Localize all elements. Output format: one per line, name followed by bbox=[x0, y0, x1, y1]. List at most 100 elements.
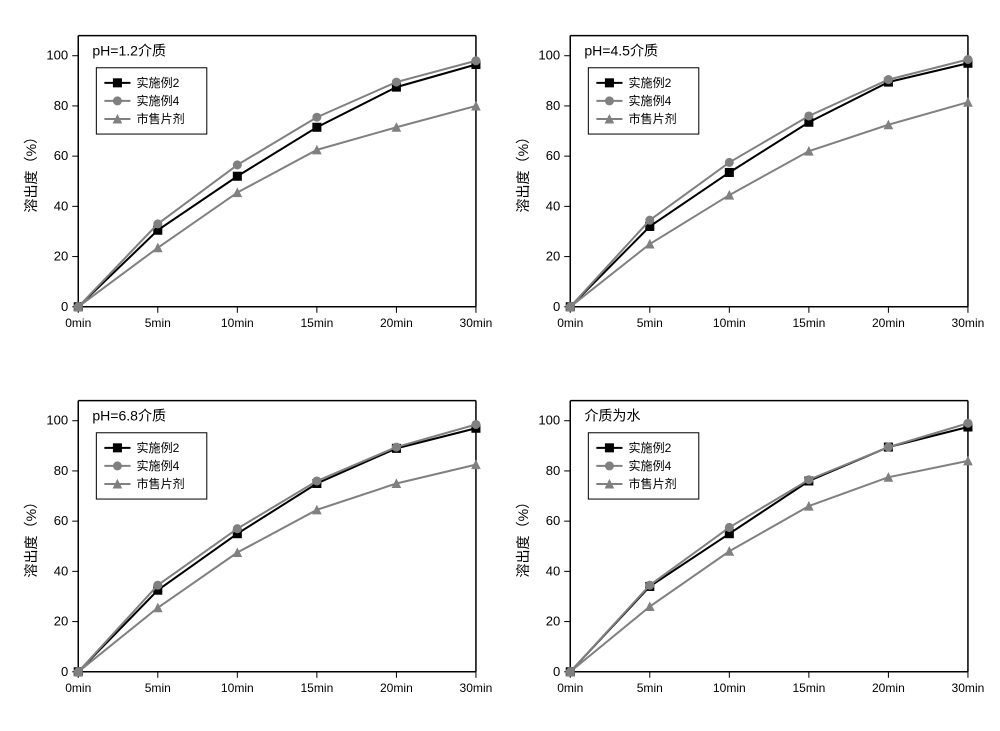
panel-title: 介质为水 bbox=[584, 407, 640, 423]
x-tick-label: 30min bbox=[952, 680, 985, 694]
x-tick-label: 10min bbox=[221, 680, 254, 694]
y-tick-label: 100 bbox=[538, 48, 560, 63]
x-tick-label: 20min bbox=[380, 316, 413, 330]
y-tick-label: 60 bbox=[54, 148, 69, 163]
legend-marker-s4 bbox=[605, 97, 613, 105]
y-tick-label: 80 bbox=[54, 98, 69, 113]
y-tick-label: 60 bbox=[546, 148, 561, 163]
series-marker-mk bbox=[725, 191, 733, 199]
legend-label: 实施例4 bbox=[629, 457, 672, 472]
series-marker-mk bbox=[233, 189, 241, 197]
legend-marker-s2 bbox=[113, 443, 121, 451]
series-marker-s2 bbox=[233, 172, 241, 180]
series-marker-s4 bbox=[884, 443, 892, 451]
x-tick-label: 30min bbox=[460, 680, 493, 694]
series-marker-s4 bbox=[725, 158, 733, 166]
legend-marker-s2 bbox=[113, 79, 121, 87]
x-tick-label: 10min bbox=[713, 680, 746, 694]
y-tick-label: 20 bbox=[546, 249, 561, 264]
legend-label: 实施例4 bbox=[629, 93, 672, 108]
series-marker-s4 bbox=[154, 220, 162, 228]
legend-label: 实施例4 bbox=[137, 457, 180, 472]
series-marker-s4 bbox=[472, 420, 480, 428]
y-tick-label: 20 bbox=[546, 613, 561, 628]
x-tick-label: 10min bbox=[713, 316, 746, 330]
series-marker-mk bbox=[233, 548, 241, 556]
y-tick-label: 0 bbox=[553, 663, 560, 678]
x-tick-label: 20min bbox=[872, 316, 905, 330]
panel-title: pH=4.5介质 bbox=[584, 43, 658, 59]
panel-ph68: 0204060801000min5min10min15min20min30min… bbox=[18, 377, 490, 714]
y-tick-label: 40 bbox=[54, 198, 69, 213]
series-marker-s4 bbox=[646, 581, 654, 589]
legend-marker-s4 bbox=[113, 461, 121, 469]
series-marker-s4 bbox=[725, 523, 733, 531]
legend-label: 市售片剂 bbox=[137, 476, 185, 491]
panel-water: 0204060801000min5min10min15min20min30min… bbox=[510, 377, 982, 714]
series-marker-s4 bbox=[884, 76, 892, 84]
y-tick-label: 0 bbox=[61, 299, 68, 314]
x-tick-label: 15min bbox=[300, 316, 333, 330]
x-tick-label: 15min bbox=[792, 316, 825, 330]
y-tick-label: 60 bbox=[546, 513, 561, 528]
y-tick-label: 20 bbox=[54, 249, 69, 264]
x-tick-label: 15min bbox=[792, 680, 825, 694]
panel-ph45: 0 20 40 60 80 100 0min 5min 10min 15min 20min 30min… bbox=[510, 12, 982, 349]
series-marker-s4 bbox=[964, 55, 972, 63]
series-marker-s4 bbox=[313, 113, 321, 121]
legend-marker-s2 bbox=[605, 79, 613, 87]
series-marker-s4 bbox=[472, 57, 480, 65]
y-tick-label: 80 bbox=[54, 462, 69, 477]
series-marker-s4 bbox=[964, 419, 972, 427]
y-axis-label: 溶出度（%） bbox=[23, 494, 39, 577]
y-axis-label: 溶出度（%） bbox=[515, 494, 531, 577]
y-tick-label: 100 bbox=[46, 412, 68, 427]
panel-title: pH=1.2介质 bbox=[92, 43, 166, 59]
legend-marker-s2 bbox=[605, 443, 613, 451]
series-marker-s2 bbox=[313, 123, 321, 131]
x-tick-label: 20min bbox=[380, 680, 413, 694]
legend-label: 市售片剂 bbox=[137, 111, 185, 126]
y-tick-label: 40 bbox=[54, 563, 69, 578]
series-marker-s4 bbox=[392, 443, 400, 451]
panel-title: pH=6.8介质 bbox=[92, 407, 166, 423]
y-tick-label: 20 bbox=[54, 613, 69, 628]
legend-label: 实施例2 bbox=[137, 75, 180, 90]
legend-label: 实施例2 bbox=[629, 439, 672, 454]
y-tick-label: 80 bbox=[546, 462, 561, 477]
x-tick-label: 0min bbox=[557, 316, 583, 330]
series-marker-s4 bbox=[154, 581, 162, 589]
x-tick-label: 10min bbox=[221, 316, 254, 330]
y-tick-label: 40 bbox=[546, 198, 561, 213]
x-tick-label: 30min bbox=[460, 316, 493, 330]
y-tick-label: 80 bbox=[546, 98, 561, 113]
y-tick-label: 0 bbox=[61, 663, 68, 678]
x-tick-label: 0min bbox=[557, 680, 583, 694]
chart-grid: 0 20 40 60 80 100 0min 5min 10min 15min 20min 30min… bbox=[0, 0, 1000, 731]
series-marker-mk bbox=[725, 547, 733, 555]
legend-label: 实施例4 bbox=[137, 93, 180, 108]
x-tick-label: 5min bbox=[637, 316, 663, 330]
legend-label: 实施例2 bbox=[629, 75, 672, 90]
series-marker-s4 bbox=[313, 476, 321, 484]
x-tick-label: 0min bbox=[65, 316, 91, 330]
x-tick-label: 0min bbox=[65, 680, 91, 694]
legend-marker-s4 bbox=[113, 97, 121, 105]
legend-label: 实施例2 bbox=[137, 439, 180, 454]
series-line-mk bbox=[78, 106, 476, 307]
x-tick-label: 5min bbox=[145, 316, 171, 330]
x-tick-label: 5min bbox=[637, 680, 663, 694]
legend-label: 市售片剂 bbox=[629, 476, 677, 491]
x-tick-label: 5min bbox=[145, 680, 171, 694]
legend-label: 市售片剂 bbox=[629, 111, 677, 126]
y-tick-label: 100 bbox=[538, 412, 560, 427]
y-axis-label: 溶出度（%） bbox=[515, 130, 531, 213]
x-tick-label: 20min bbox=[872, 680, 905, 694]
series-marker-s4 bbox=[805, 475, 813, 483]
y-tick-label: 0 bbox=[553, 299, 560, 314]
x-tick-label: 30min bbox=[952, 316, 985, 330]
series-marker-s4 bbox=[233, 524, 241, 532]
series-marker-s4 bbox=[805, 112, 813, 120]
panel-ph12: 0204060801000min5min10min15min20min30min… bbox=[18, 12, 490, 349]
y-axis-label: 溶出度（%） bbox=[23, 130, 39, 213]
